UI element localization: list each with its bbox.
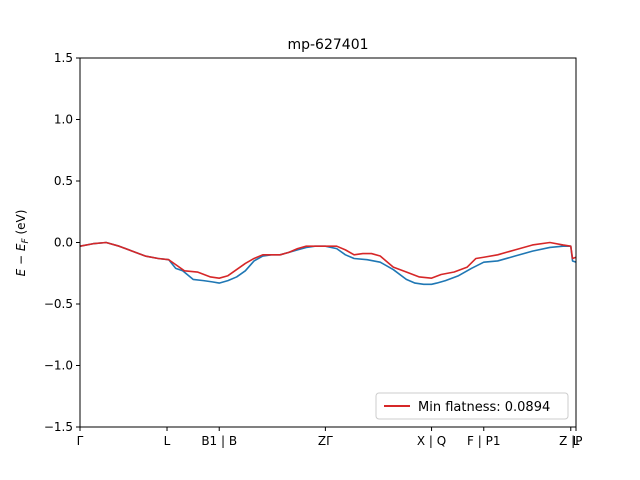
y-tick-label: 1.0 bbox=[54, 113, 73, 127]
y-ticks: 1.5 1.0 0.5 0.0 −0.5 −1.0 −1.5 bbox=[44, 51, 80, 434]
legend-box bbox=[375, 392, 569, 420]
y-tick-label: 0.0 bbox=[54, 236, 73, 250]
x-tick-label: ZΓ bbox=[318, 434, 333, 448]
legend-label: Min flatness: 0.0894 bbox=[418, 400, 550, 415]
legend: Min flatness: 0.0894 bbox=[375, 392, 569, 420]
series-line-2 bbox=[79, 241, 577, 279]
x-tick-label: X | Q bbox=[417, 434, 446, 448]
y-axis-label: E − EF (eV) bbox=[14, 210, 31, 277]
y-tick-label: 1.5 bbox=[54, 51, 73, 65]
x-tick-label: Γ bbox=[77, 434, 84, 448]
y-tick-label: 0.5 bbox=[54, 174, 73, 188]
plot-background bbox=[80, 58, 576, 427]
series-layer bbox=[79, 241, 577, 286]
x-tick-label: L bbox=[573, 434, 580, 448]
y-tick-label: −1.0 bbox=[44, 359, 73, 373]
x-tick-label: F | P1 bbox=[467, 434, 500, 448]
chart-title: mp-627401 bbox=[287, 37, 368, 53]
plot-area bbox=[80, 58, 576, 427]
x-tick-label: L bbox=[164, 434, 171, 448]
y-tick-label: −0.5 bbox=[44, 297, 73, 311]
x-tick-label: Z |P bbox=[559, 434, 582, 448]
y-tick-label: −1.5 bbox=[44, 420, 73, 434]
x-tick-label: B1 | B bbox=[201, 434, 237, 448]
